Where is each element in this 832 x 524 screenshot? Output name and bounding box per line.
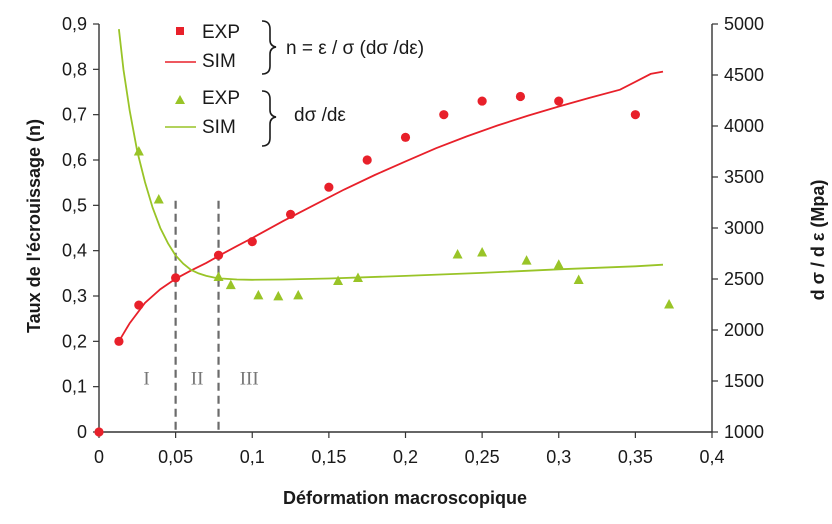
zone-boundaries: I II III	[143, 200, 259, 432]
dsde-exp-point	[452, 249, 463, 259]
legend-n-sim-label: SIM	[202, 51, 236, 72]
zone-label: II	[191, 368, 204, 389]
dsde-exp-point	[553, 259, 564, 269]
x-axis-title: Déformation macroscopique	[283, 488, 527, 508]
x-tick-label: 0,4	[699, 447, 724, 467]
n-exp-point	[630, 110, 640, 120]
zone-label: III	[240, 368, 259, 389]
left-tick-label: 0,7	[62, 105, 87, 125]
dsde-exp-point	[225, 279, 236, 290]
n-exp-point	[213, 250, 224, 260]
dsde-exp-point	[133, 146, 144, 156]
legend: EXP SIM n = ε / σ (dσ /dε) EXP SIM dσ /d…	[165, 20, 424, 147]
left-tick-label: 0,9	[62, 14, 87, 34]
dsde-sim-line	[118, 28, 664, 281]
left-axis-title: Taux de l'écrouissage (n)	[24, 119, 44, 333]
right-tick-label: 3000	[724, 218, 764, 238]
dsde-exp-point	[273, 290, 284, 301]
tick-labels: 0 0,05 0,1 0,15 0,2 0,25 0,3 0,35 0,4 0 0,1 0,2 0,3 0…	[62, 14, 764, 467]
dsde-exp-point	[213, 271, 224, 281]
axes	[93, 23, 718, 438]
legend-dsde-group-label: dσ /dε	[294, 105, 346, 126]
right-tick-label: 2500	[724, 269, 764, 289]
right-tick-label: 5000	[724, 14, 764, 34]
dsde-exp-point	[477, 246, 488, 257]
left-tick-label: 0,4	[62, 241, 87, 261]
right-tick-label: 1000	[724, 422, 764, 442]
x-tick-label: 0,05	[158, 447, 193, 467]
dsde-exp-point	[253, 289, 264, 300]
n-exp-point	[247, 237, 257, 247]
x-tick-label: 0,1	[240, 447, 265, 467]
left-tick-label: 0,8	[62, 59, 87, 79]
dsde-exp-point	[153, 193, 164, 204]
dsde-exp-point	[293, 289, 304, 300]
left-tick-label: 0,1	[62, 377, 87, 397]
left-tick-label: 0,5	[62, 195, 87, 215]
right-tick-label: 4500	[724, 65, 764, 85]
n-exp-point	[439, 110, 449, 120]
n-exp-point	[554, 96, 564, 106]
legend-dsde-exp-label: EXP	[202, 88, 240, 109]
right-tick-label: 3500	[724, 167, 764, 187]
left-tick-label: 0	[77, 422, 87, 442]
dsde-exp-point	[333, 275, 344, 286]
experimental-points	[94, 91, 675, 437]
right-tick-label: 1500	[724, 371, 764, 391]
n-exp-point	[515, 91, 526, 102]
n-exp-point	[324, 182, 334, 192]
n-exp-point	[171, 273, 181, 283]
x-tick-label: 0,25	[465, 447, 500, 467]
legend-n-brace	[261, 20, 277, 75]
zone-label: I	[143, 368, 149, 389]
x-tick-label: 0	[94, 447, 104, 467]
simulation-lines	[118, 28, 664, 342]
left-tick-label: 0,6	[62, 150, 87, 170]
x-tick-label: 0,35	[618, 447, 653, 467]
n-exp-point	[362, 155, 372, 165]
legend-n-exp-marker	[176, 27, 184, 35]
dsde-exp-point	[352, 272, 363, 282]
dsde-exp-point	[573, 274, 584, 285]
x-tick-label: 0,2	[393, 447, 418, 467]
legend-dsde-brace	[261, 90, 277, 147]
right-tick-label: 2000	[724, 320, 764, 340]
legend-n-group-label: n = ε / σ (dσ /dε)	[286, 38, 424, 59]
n-exp-point	[285, 209, 296, 219]
n-exp-point	[477, 96, 487, 106]
right-axis-title: d σ / d ε (Mpa)	[808, 180, 828, 301]
legend-n-exp-label: EXP	[202, 22, 240, 43]
right-tick-label: 4000	[724, 116, 764, 136]
legend-dsde-exp-marker	[175, 95, 185, 104]
left-tick-label: 0,3	[62, 286, 87, 306]
x-tick-label: 0,3	[546, 447, 571, 467]
n-sim-line	[118, 70, 664, 342]
n-exp-point	[134, 300, 144, 310]
dsde-exp-point	[521, 255, 532, 265]
n-exp-point	[114, 336, 124, 346]
n-exp-point	[400, 132, 411, 142]
legend-dsde-sim-label: SIM	[202, 117, 236, 138]
x-tick-label: 0,15	[311, 447, 346, 467]
dsde-exp-point	[664, 299, 675, 309]
n-exp-point	[94, 427, 104, 437]
left-tick-label: 0,2	[62, 331, 87, 351]
